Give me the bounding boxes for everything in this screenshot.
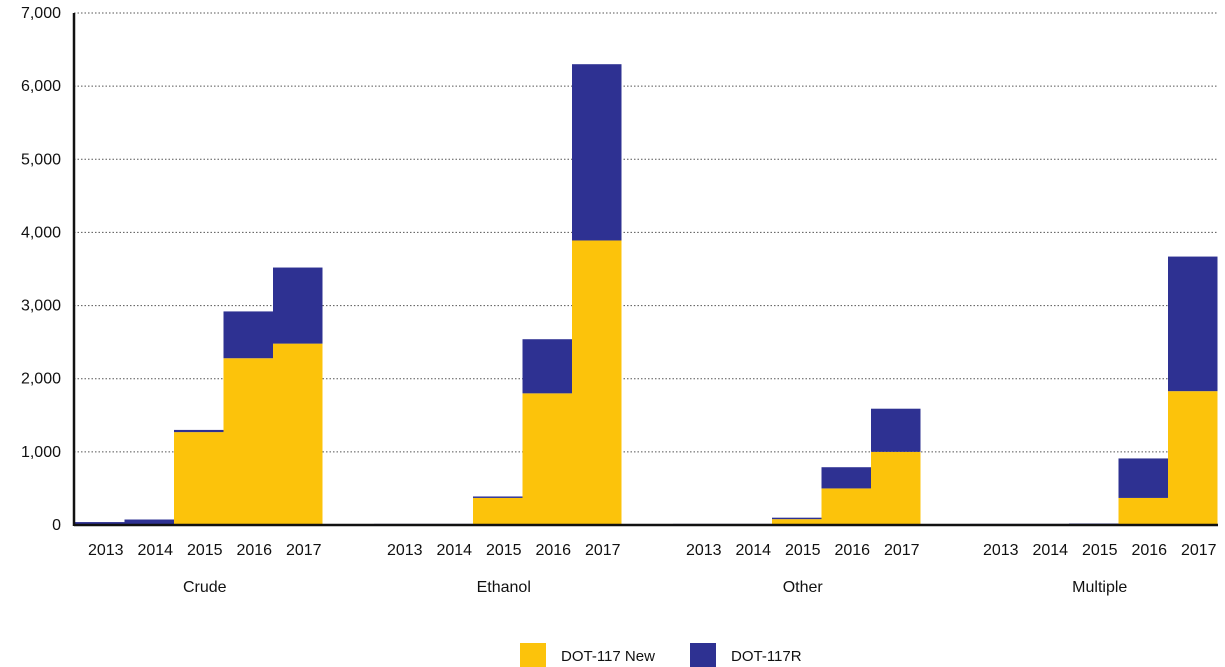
bar-dot117-new [772,519,822,525]
x-tick-label: 2016 [1131,542,1167,559]
x-tick-label: 2016 [535,542,571,559]
y-tick-label: 2,000 [21,371,61,388]
x-tick-label: 2015 [187,542,223,559]
x-tick-label: 2013 [686,542,722,559]
bar-dot117-new [871,451,921,525]
x-tick-label: 2013 [387,542,423,559]
bar-dot117r [522,339,572,394]
y-tick-label: 5,000 [21,151,61,168]
bar-dot117r [174,429,224,433]
legend-label: DOT-117R [731,648,802,665]
bar-dot117-new [174,432,224,525]
x-tick-label: 2016 [834,542,870,559]
y-tick-label: 6,000 [21,78,61,95]
bar-dot117r [124,519,174,525]
x-tick-label: 2017 [1181,542,1217,559]
x-tick-label: 2017 [884,542,920,559]
legend-swatch [690,643,716,667]
group-labels: Crude Ethanol Other Multiple [183,579,1127,596]
bar-dot117r [772,517,822,520]
bar-dot117-new [522,393,572,525]
bar-dot117-new [273,343,323,525]
group-label: Other [783,579,824,596]
x-tick-label: 2014 [436,542,472,559]
x-tick-label: 2015 [486,542,522,559]
legend: DOT-117 New DOT-117R [520,643,802,667]
gridlines [74,12,1218,453]
y-tick-label: 4,000 [21,224,61,241]
x-tick-label: 2015 [785,542,821,559]
x-tick-label: 2017 [585,542,621,559]
legend-swatch [520,643,546,667]
bar-dot117-new [821,488,871,525]
bar-dot117r [871,408,921,452]
bar-dot117r [473,496,523,498]
bar-dot117r [75,522,125,525]
x-tick-label: 2014 [735,542,771,559]
x-tick-label: 2017 [286,542,322,559]
y-tick-label: 3,000 [21,298,61,315]
x-tick-label: 2015 [1082,542,1118,559]
bar-dot117-new [223,358,273,525]
y-tick-label: 0 [52,517,61,534]
bar-dot117r [223,311,273,359]
bars [75,64,1218,525]
legend-label: DOT-117 New [561,648,655,665]
y-tick-label: 7,000 [21,5,61,22]
bar-dot117-new [572,240,622,525]
x-tick-label: 2016 [236,542,272,559]
group-label: Crude [183,579,227,596]
x-tick-labels: 2013 2014 2015 2016 2017 2013 2014 2015 2016 2017… [88,542,1217,559]
bar-dot117r [1168,256,1218,392]
x-tick-label: 2014 [1032,542,1068,559]
group-label: Ethanol [477,579,531,596]
bar-dot117-new [473,497,523,525]
x-tick-label: 2013 [983,542,1019,559]
group-label: Multiple [1072,579,1127,596]
bar-dot117r [821,467,871,489]
x-tick-label: 2014 [137,542,173,559]
bar-dot117r [572,64,622,241]
bar-dot117r [1118,458,1168,498]
bar-dot117-new [1118,497,1168,525]
bar-dot117-new [1168,391,1218,525]
y-tick-label: 1,000 [21,444,61,461]
y-tick-labels: 0 1,000 2,000 3,000 4,000 5,000 6,000 7,000 [21,5,61,534]
bar-dot117r [273,267,323,344]
x-tick-label: 2013 [88,542,124,559]
